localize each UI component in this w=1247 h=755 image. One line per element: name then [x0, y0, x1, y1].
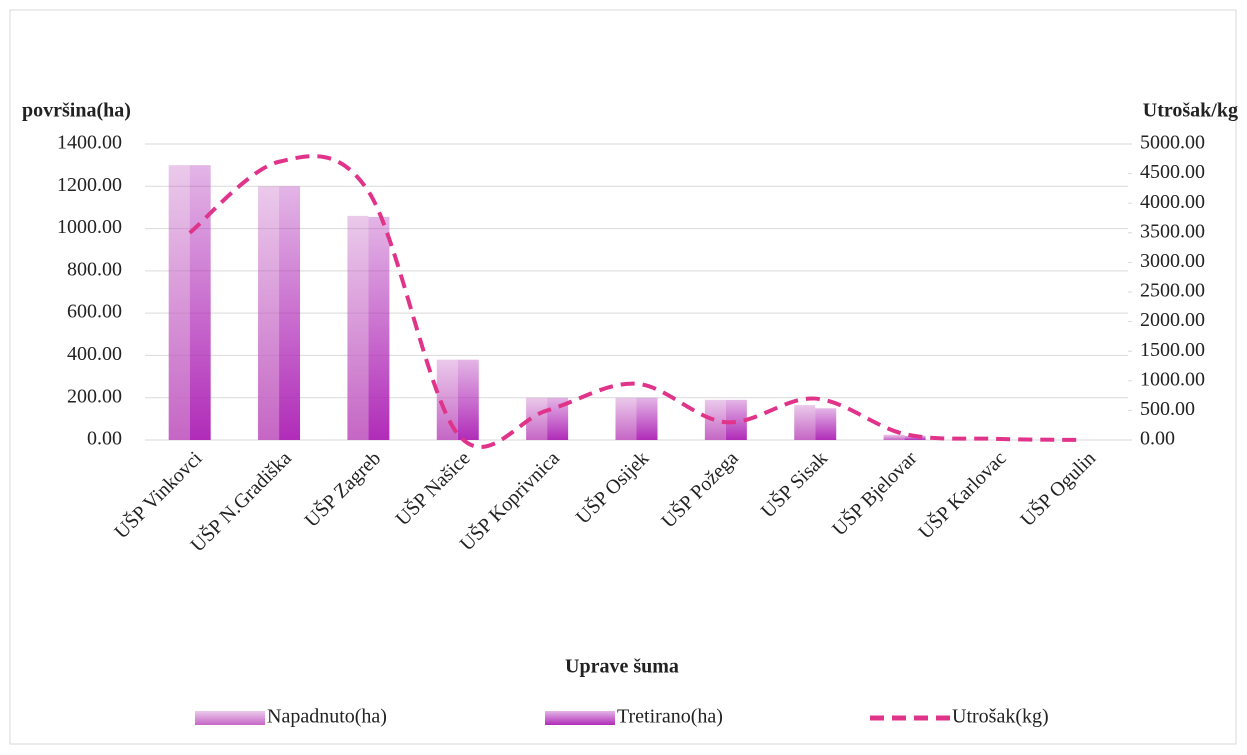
bar — [615, 397, 637, 440]
bar — [189, 165, 211, 440]
y2-tick-label: 0.00 — [1140, 428, 1175, 450]
y2-tick-label: 3000.00 — [1140, 250, 1205, 272]
y2-tick-label: 3500.00 — [1140, 220, 1205, 242]
bar — [347, 215, 369, 440]
y2-tick-label: 500.00 — [1140, 398, 1195, 420]
bar — [457, 359, 479, 440]
bar — [279, 186, 301, 440]
bar — [368, 216, 390, 440]
y-tick-label: 600.00 — [67, 301, 122, 323]
bar — [547, 397, 569, 440]
x-axis-title: Uprave šuma — [565, 656, 679, 678]
bar — [883, 434, 905, 440]
bar — [636, 397, 658, 440]
chart-frame — [9, 9, 1237, 745]
legend-swatch — [195, 711, 265, 725]
y-tick-label: 800.00 — [67, 258, 122, 280]
bar — [704, 399, 726, 440]
bar — [436, 359, 458, 440]
y-tick-label: 0.00 — [87, 428, 122, 450]
bar — [725, 399, 747, 440]
bar — [168, 165, 190, 440]
legend-label: Utrošak(kg) — [952, 706, 1049, 728]
bar — [526, 397, 548, 440]
y2-tick-label: 1500.00 — [1140, 339, 1205, 361]
legend-swatch — [545, 711, 615, 725]
y2-tick-label: 4500.00 — [1140, 161, 1205, 183]
y-tick-label: 200.00 — [67, 385, 122, 407]
legend-label: Tretirano(ha) — [617, 706, 723, 728]
y-tick-label: 1000.00 — [57, 216, 122, 238]
y-tick-label: 400.00 — [67, 343, 122, 365]
y-axis-title: površina(ha) — [22, 100, 131, 122]
line — [188, 154, 1084, 449]
legend-label: Napadnuto(ha) — [267, 706, 387, 728]
y2-tick-label: 1000.00 — [1140, 368, 1205, 390]
bar — [815, 408, 837, 440]
y-tick-label: 1400.00 — [57, 132, 122, 154]
y-tick-label: 1200.00 — [57, 174, 122, 196]
bar — [258, 186, 280, 440]
y2-tick-label: 2000.00 — [1140, 309, 1205, 331]
y2-tick-label: 5000.00 — [1140, 132, 1205, 154]
bar — [794, 405, 816, 440]
y2-tick-label: 2500.00 — [1140, 280, 1205, 302]
y2-tick-label: 4000.00 — [1140, 191, 1205, 213]
y2-axis-title: Utrošak/kg — [1143, 100, 1238, 122]
